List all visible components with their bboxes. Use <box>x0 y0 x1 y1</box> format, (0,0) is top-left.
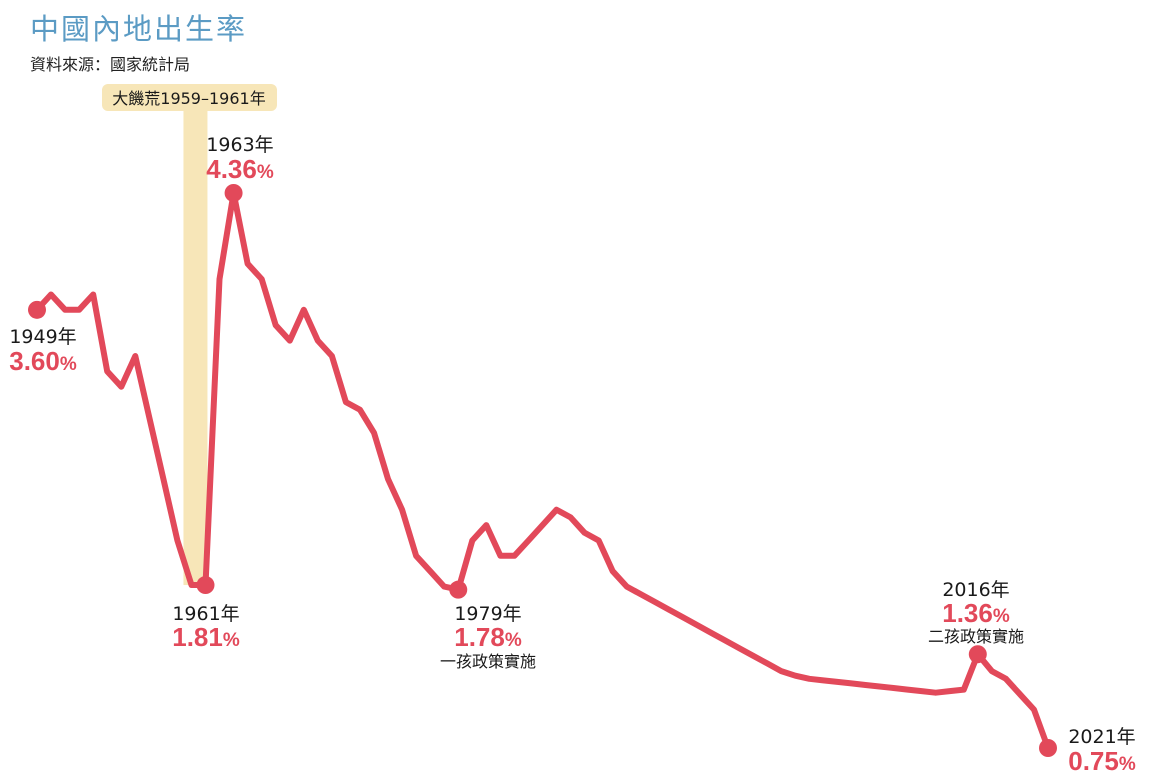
data-point-1979 <box>449 580 468 599</box>
value-number-1949: 3.60 <box>9 346 60 376</box>
value-percent-2021: % <box>1119 754 1136 775</box>
value-percent-2016: % <box>993 606 1010 627</box>
value-percent-1963: % <box>257 162 274 183</box>
famine-band <box>183 95 208 586</box>
chart-title: 中國內地出生率 <box>30 12 248 46</box>
year-label-1961: 1961年 <box>172 603 239 625</box>
value-percent-1949: % <box>60 354 77 375</box>
value-number-1979: 1.78 <box>454 622 505 652</box>
year-label-1979: 1979年 <box>454 603 521 625</box>
year-label-1963: 1963年 <box>206 134 273 156</box>
value-percent-1961: % <box>223 630 240 651</box>
data-point-2021 <box>1039 739 1057 757</box>
year-label-2021: 2021年 <box>1068 726 1135 748</box>
year-label-1949: 1949年 <box>9 326 76 348</box>
data-point-2016 <box>968 645 987 664</box>
data-point-1961 <box>196 576 215 595</box>
value-label-1979: 1.78% <box>454 622 522 652</box>
value-number-2016: 1.36 <box>942 598 993 628</box>
data-point-1963 <box>224 184 243 202</box>
value-label-1963: 4.36% <box>206 154 274 184</box>
value-number-2021: 0.75 <box>1068 746 1119 776</box>
note-label-2016: 二孩政策實施 <box>928 627 1024 646</box>
value-label-1961: 1.81% <box>172 622 240 652</box>
famine-label: 大饑荒1959–1961年 <box>112 89 265 108</box>
chart-source: 資料來源：國家統計局 <box>30 55 191 74</box>
value-label-2021: 0.75% <box>1068 746 1136 776</box>
note-label-1979: 一孩政策實施 <box>440 652 536 671</box>
value-label-1949: 3.60% <box>9 346 77 376</box>
value-number-1961: 1.81 <box>172 622 223 652</box>
value-label-2016: 1.36% <box>942 598 1010 628</box>
value-number-1963: 4.36 <box>206 154 257 184</box>
famine-label-box <box>102 84 277 111</box>
data-point-1949 <box>28 300 46 319</box>
value-percent-1979: % <box>505 630 522 651</box>
year-label-2016: 2016年 <box>942 579 1009 601</box>
